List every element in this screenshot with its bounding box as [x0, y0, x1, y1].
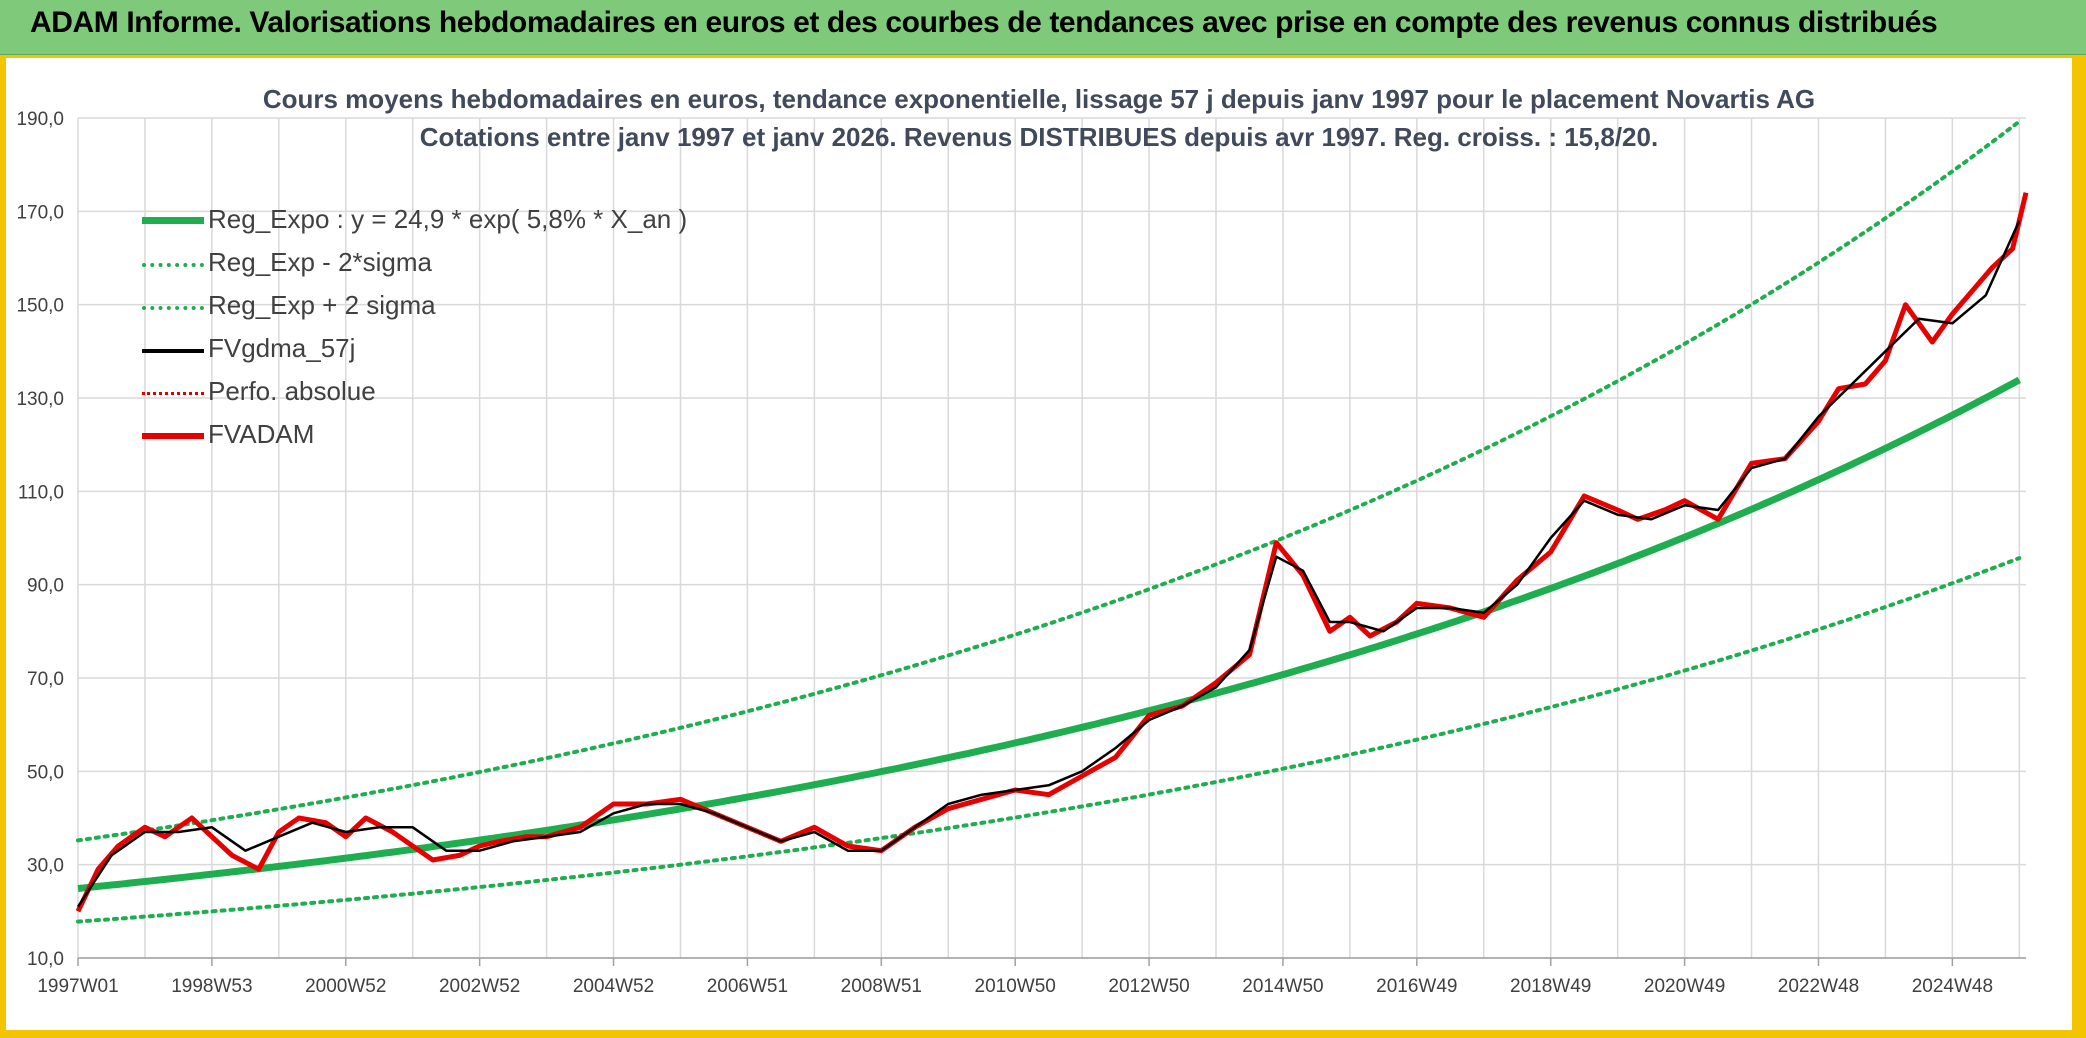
legend-item-fvadam: FVADAM [134, 415, 734, 458]
y-tick-label: 30,0 [27, 856, 64, 877]
axes: 10,0 30,0 50,0 70,0 90,0 110,0 130,0 150,0 170,0… [16, 109, 2026, 997]
legend-item-perfo: Perfo. absolue [134, 372, 734, 415]
y-tick-label: 110,0 [18, 482, 64, 503]
x-tick-label: 2012W50 [1108, 976, 1189, 997]
x-tick-label: 2024W48 [1912, 976, 1993, 997]
legend-swatch-reg-exp-plus [142, 306, 204, 310]
legend-label: Reg_Expo : y = 24,9 * exp( 5,8% * X_an ) [208, 204, 688, 234]
legend-item-reg-expo: Reg_Expo : y = 24,9 * exp( 5,8% * X_an ) [134, 200, 734, 243]
legend-swatch-fvgdma [142, 349, 204, 353]
legend-label: Reg_Exp - 2*sigma [208, 247, 432, 277]
x-tick-label: 1998W53 [171, 976, 252, 997]
line-chart: 10,0 30,0 50,0 70,0 90,0 110,0 130,0 150,0 170,0… [16, 109, 2029, 997]
x-tick-label: 2020W49 [1644, 976, 1725, 997]
x-tick-label: 2022W48 [1778, 976, 1859, 997]
x-tick-label: 2000W52 [305, 976, 386, 997]
legend-item-fvgdma: FVgdma_57j [134, 329, 734, 372]
y-tick-label: 150,0 [16, 296, 64, 317]
y-tick-label: 90,0 [27, 576, 64, 597]
legend-label: Reg_Exp + 2 sigma [208, 290, 436, 320]
report-header: ADAM Informe. Valorisations hebdomadaire… [0, 0, 2086, 55]
x-tick-label: 2006W51 [707, 976, 788, 997]
reg-expo-line [77, 376, 2021, 892]
reg-exp-minus-2sigma-line [76, 556, 2022, 924]
chart-legend: Reg_Expo : y = 24,9 * exp( 5,8% * X_an )… [134, 200, 734, 458]
x-tick-label: 1997W01 [37, 976, 118, 997]
y-tick-label: 50,0 [27, 762, 64, 783]
x-tick-label: 2004W52 [573, 976, 654, 997]
fvgdma-57j-line [76, 220, 2021, 908]
y-tick-label: 10,0 [27, 949, 64, 970]
x-tick-label: 2016W49 [1376, 976, 1457, 997]
legend-swatch-reg-exp-minus [142, 263, 204, 267]
legend-item-reg-exp-minus: Reg_Exp - 2*sigma [134, 243, 734, 286]
y-tick-label: 130,0 [16, 389, 64, 410]
y-tick-label: 70,0 [27, 669, 64, 690]
chart-title: Cours moyens hebdomadaires en euros, ten… [262, 84, 1816, 114]
x-tick-label: 2010W50 [975, 976, 1056, 997]
chart-area: 10,0 30,0 50,0 70,0 90,0 110,0 130,0 150,0 170,0… [6, 58, 2072, 1030]
legend-label: FVADAM [208, 419, 315, 449]
chart-subtitle: Cotations entre janv 1997 et janv 2026. … [419, 122, 1659, 152]
x-tick-label: 2008W51 [841, 976, 922, 997]
legend-swatch-perfo [142, 392, 204, 395]
grid [77, 117, 2026, 959]
legend-swatch-fvadam [142, 433, 204, 439]
y-tick-label: 190,0 [16, 109, 64, 130]
x-tick-label: 2014W50 [1242, 976, 1323, 997]
series-layer [75, 119, 2029, 924]
report-title: ADAM Informe. Valorisations hebdomadaire… [30, 6, 1938, 39]
fvadam-line [75, 192, 2029, 913]
legend-label: FVgdma_57j [208, 333, 356, 363]
reg-exp-plus-2sigma-line [76, 119, 2022, 843]
legend-label: Perfo. absolue [208, 376, 376, 406]
y-tick-label: 170,0 [16, 202, 64, 223]
x-tick-label: 2002W52 [439, 976, 520, 997]
x-tick-label: 2018W49 [1510, 976, 1591, 997]
legend-swatch-reg-expo [142, 217, 204, 224]
legend-item-reg-exp-plus: Reg_Exp + 2 sigma [134, 286, 734, 329]
